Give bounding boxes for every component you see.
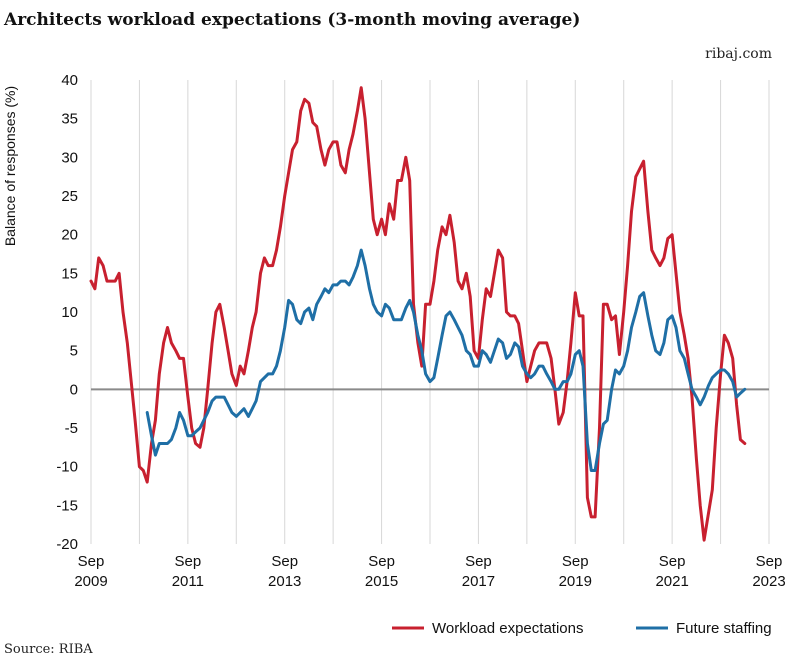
y-axis-label: Balance of responses (%): [2, 86, 18, 246]
y-tick-label-9: -5: [65, 420, 78, 437]
y-axis-ticks: 40 35 30 25 20 15 10 5 0 -5 -10 -15 -20: [56, 72, 78, 553]
y-tick-label-10: -10: [56, 459, 78, 476]
x-axis-ticks: Sep 2009 Sep 2011 Sep 2013 Sep 2015 Sep 2017 Sep 20…: [74, 553, 785, 590]
y-tick-label-6: 10: [61, 304, 78, 321]
x-tick-month-3: Sep: [368, 553, 395, 570]
y-tick-label-12: -20: [56, 536, 78, 553]
x-tick-year-0: 2009: [74, 573, 107, 590]
x-tick-year-2: 2013: [268, 573, 301, 590]
legend: Workload expectations Future staffing: [392, 620, 772, 637]
y-tick-label-8: 0: [70, 381, 78, 398]
series-group: [89, 86, 747, 542]
y-tick-label-0: 40: [61, 72, 78, 89]
x-tick-year-5: 2019: [559, 573, 592, 590]
x-tick-year-4: 2017: [462, 573, 495, 590]
publisher-label: ribaj.com: [705, 46, 772, 62]
x-tick-year-3: 2015: [365, 573, 398, 590]
x-tick-year-7: 2023: [752, 573, 785, 590]
y-tick-label-3: 25: [61, 188, 78, 205]
x-tick-month-4: Sep: [465, 553, 492, 570]
y-tick-label-5: 15: [61, 265, 78, 282]
x-tick-month-2: Sep: [271, 553, 298, 570]
y-tick-label-11: -15: [56, 497, 78, 514]
y-tick-label-2: 30: [61, 149, 78, 166]
y-tick-label-7: 5: [70, 343, 78, 360]
x-tick-month-1: Sep: [175, 553, 202, 570]
series-line-1: [145, 248, 747, 472]
x-tick-year-1: 2011: [172, 573, 204, 590]
legend-label-1: Future staffing: [676, 620, 772, 637]
x-tick-month-0: Sep: [78, 553, 105, 570]
chart-title: Architects workload expectations (3-mont…: [4, 10, 581, 30]
series-line-0: [89, 86, 747, 542]
y-tick-label-4: 20: [61, 227, 78, 244]
grid-lines: [90, 80, 770, 544]
source-note: Source: RIBA: [4, 642, 93, 657]
x-tick-month-7: Sep: [756, 553, 783, 570]
x-tick-month-6: Sep: [659, 553, 686, 570]
y-tick-label-1: 35: [61, 111, 78, 128]
x-tick-month-5: Sep: [562, 553, 589, 570]
legend-label-0: Workload expectations: [432, 620, 583, 637]
x-tick-year-6: 2021: [655, 573, 688, 590]
